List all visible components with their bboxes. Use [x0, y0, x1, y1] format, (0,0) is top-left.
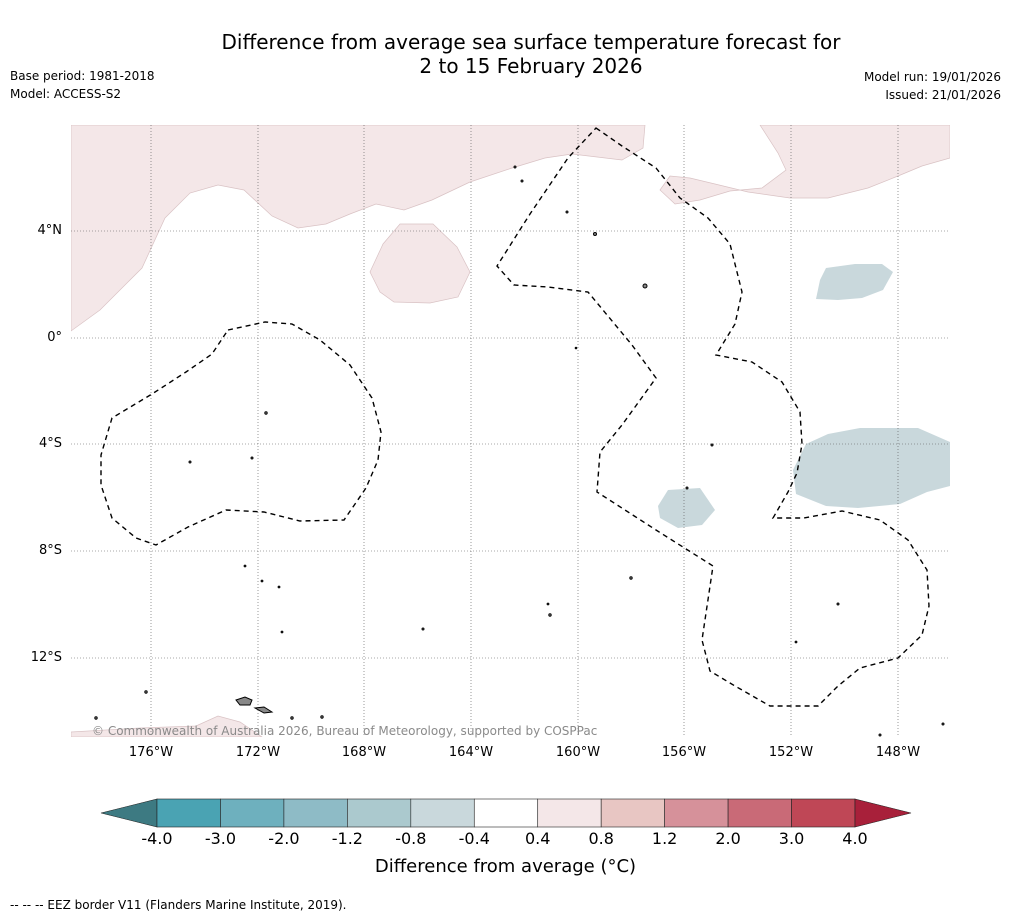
colorbar-tick-label: 4.0	[842, 829, 868, 848]
colorbar-tick-label: 2.0	[715, 829, 741, 848]
colorbar-cell	[283, 798, 348, 828]
colorbar-cell	[537, 798, 602, 828]
colorbar-tick-label: -0.8	[395, 829, 427, 848]
colorbar-under-arrow	[100, 798, 158, 828]
lon-label: 164°W	[448, 745, 494, 760]
colorbar-tick-label: -3.0	[204, 829, 237, 848]
eez-line-islands	[496, 127, 930, 707]
model-name: Model: ACCESS-S2	[10, 87, 122, 101]
cool-anomaly-east	[793, 428, 950, 508]
warm-anomaly-patch	[369, 223, 471, 304]
lat-label: 4°S	[38, 436, 62, 451]
title-line-1: Difference from average sea surface temp…	[221, 30, 841, 54]
warm-anomaly-south	[71, 715, 263, 737]
title-line-2: 2 to 15 February 2026	[419, 54, 643, 78]
colorbar-cell	[156, 798, 221, 828]
lon-label: 148°W	[875, 745, 921, 760]
copyright-notice: © Commonwealth of Australia 2026, Bureau…	[92, 724, 598, 738]
colorbar-cell	[220, 798, 285, 828]
lat-label: 8°S	[38, 543, 62, 558]
colorbar-cell	[410, 798, 475, 828]
eez-tokelau-samoa	[100, 321, 382, 546]
colorbar-tick-label: 0.4	[524, 829, 551, 848]
cool-anomaly-northeast	[816, 264, 893, 300]
lat-label: 0°	[47, 330, 62, 345]
colorbar-tick-label: -2.0	[268, 829, 300, 848]
cool-anomaly-central	[658, 488, 715, 528]
lat-label: 12°S	[30, 650, 62, 665]
map-frame	[71, 125, 950, 737]
lon-label: 176°W	[128, 745, 174, 760]
colorbar-tick-label: -4.0	[141, 829, 173, 848]
meta-left: Base period: 1981-2018 Model: ACCESS-S2	[10, 67, 155, 103]
colorbar-cell	[791, 798, 856, 828]
issued-date: Issued: 21/01/2026	[885, 88, 1001, 102]
eez-legend-note: -- -- -- EEZ border V11 (Flanders Marine…	[10, 898, 347, 912]
colorbar-cell	[600, 798, 665, 828]
colorbar-label: Difference from average (°C)	[374, 856, 637, 877]
map-area	[71, 125, 950, 737]
colorbar-tick-label: 0.8	[588, 829, 614, 848]
colorbar-tick-label: -1.2	[331, 829, 363, 848]
lon-label: 172°W	[235, 745, 281, 760]
warm-anomaly-northeast	[659, 125, 950, 205]
lon-label: 156°W	[661, 745, 707, 760]
colorbar-tick-label: -0.4	[458, 829, 490, 848]
lat-label: 4°N	[37, 223, 63, 238]
colorbar-over-arrow	[854, 798, 912, 828]
lon-label: 168°W	[341, 745, 387, 760]
eez-borders	[100, 127, 930, 707]
meta-right: Model run: 19/01/2026 Issued: 21/01/2026	[864, 68, 1001, 104]
colorbar-tick-label: 1.2	[651, 829, 678, 848]
colorbar	[100, 798, 912, 828]
lon-label: 152°W	[768, 745, 814, 760]
colorbar-tick-label: 3.0	[778, 829, 805, 848]
model-run: Model run: 19/01/2026	[863, 70, 1001, 84]
islands	[94, 165, 945, 737]
warm-anomaly-north	[71, 125, 646, 332]
base-period: Base period: 1981-2018	[10, 69, 155, 83]
island-savaii	[235, 696, 253, 706]
colorbar-cell	[664, 798, 729, 828]
colorbar-cell	[347, 798, 412, 828]
chart-title: Difference from average sea surface temp…	[0, 30, 1011, 78]
island-upolu	[253, 706, 274, 714]
colorbar-cell	[473, 798, 539, 828]
lon-label: 160°W	[555, 745, 601, 760]
colorbar-cell	[727, 798, 792, 828]
graticule	[71, 125, 950, 737]
